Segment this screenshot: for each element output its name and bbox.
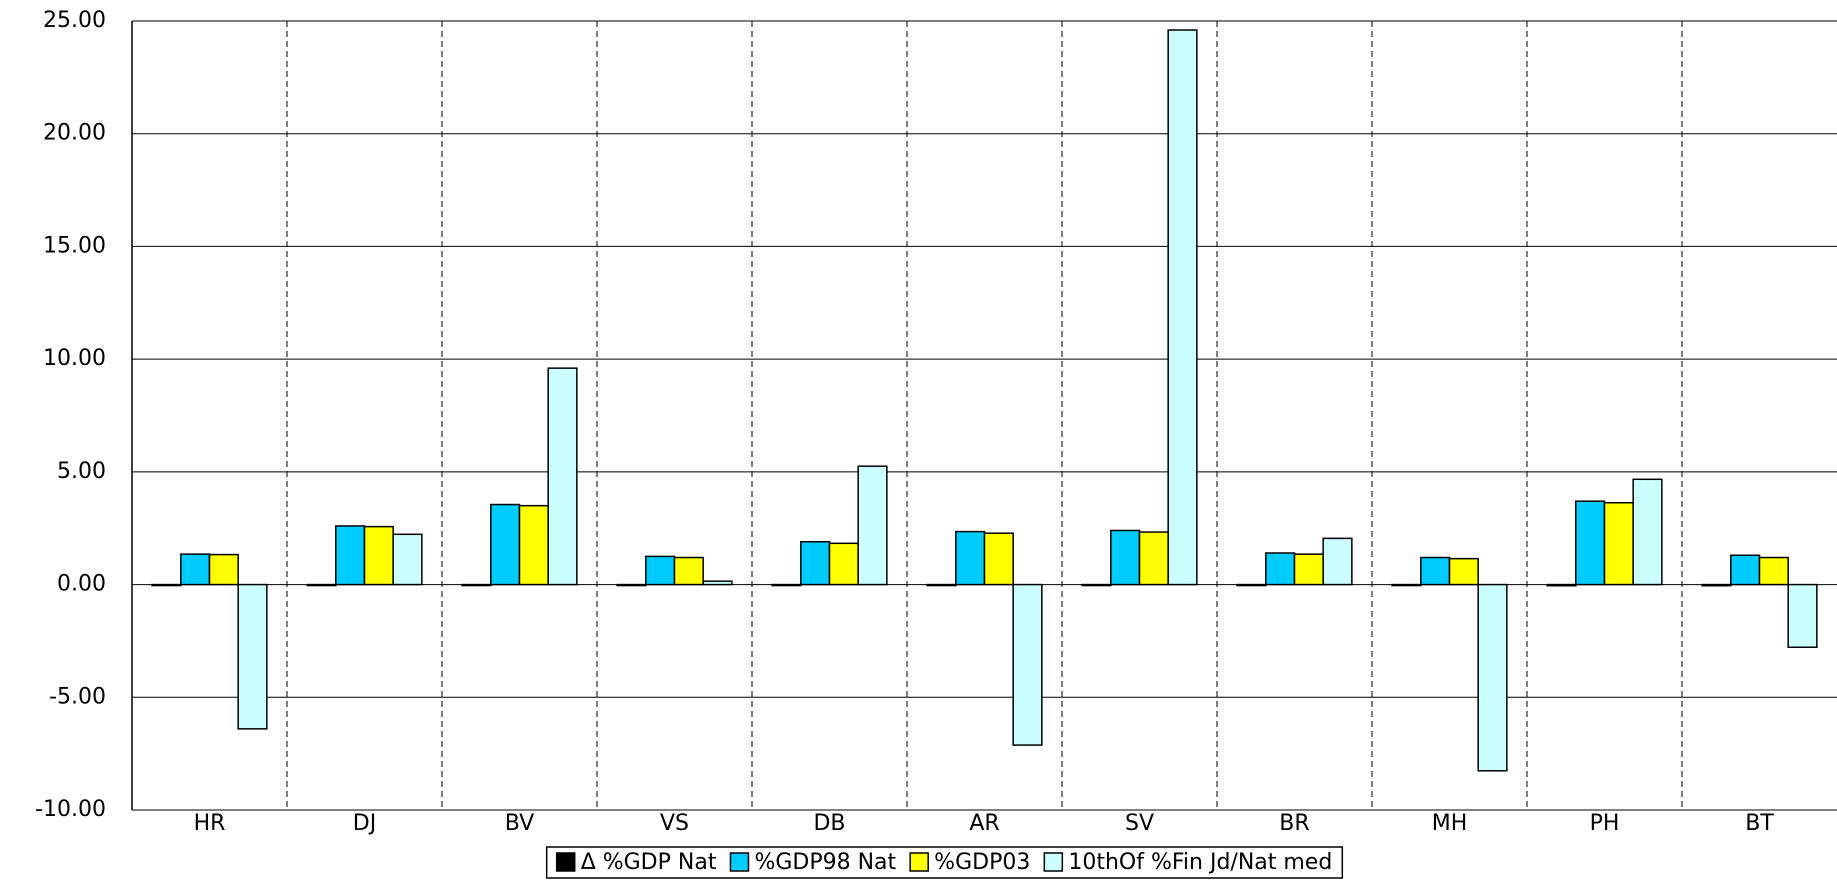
bar <box>800 540 831 586</box>
bar <box>306 583 337 587</box>
bar <box>1138 531 1169 586</box>
bar <box>1701 583 1732 587</box>
legend-swatch <box>1043 852 1064 872</box>
bar <box>771 583 802 587</box>
bar <box>1322 537 1353 586</box>
x-tick-label: MH <box>1432 811 1468 836</box>
x-tick-label: BT <box>1745 811 1774 836</box>
bar <box>1730 554 1761 586</box>
bar <box>180 553 211 586</box>
y-tick-label: 5.00 <box>57 459 106 484</box>
bar <box>1575 500 1606 586</box>
legend-label: Δ %GDP Nat <box>581 850 717 875</box>
bar <box>1787 583 1818 648</box>
bar <box>1293 553 1324 586</box>
x-tick-label: PH <box>1590 811 1620 836</box>
x-tick-label: BR <box>1279 811 1309 836</box>
bar <box>1448 557 1479 586</box>
legend: Δ %GDP Nat %GDP98 Nat %GDP03 10thOf %Fin Jd… <box>545 846 1344 879</box>
x-tick-label: HR <box>194 811 226 836</box>
y-tick-label: 10.00 <box>43 346 106 371</box>
x-tick-label: AR <box>969 811 999 836</box>
legend-label: %GDP98 Nat <box>754 850 896 875</box>
bar <box>673 556 704 586</box>
x-tick-label: SV <box>1125 811 1154 836</box>
bar <box>828 542 859 586</box>
legend-swatch <box>909 852 929 872</box>
y-tick-label: 25.00 <box>43 8 106 33</box>
legend-swatch <box>729 852 750 872</box>
x-tick-label: DB <box>813 811 845 836</box>
x-tick-label: BV <box>505 811 534 836</box>
y-tick-label: 0.00 <box>57 572 106 597</box>
bar <box>363 525 394 586</box>
x-tick-label: DJ <box>353 811 376 836</box>
legend-label: %GDP03 <box>934 850 1030 875</box>
legend-box <box>545 846 1344 879</box>
bar <box>1167 29 1198 586</box>
bar <box>547 367 578 586</box>
bar <box>1420 556 1451 586</box>
bar <box>1603 501 1634 586</box>
bar <box>702 580 733 586</box>
bar <box>1081 583 1112 587</box>
bar <box>1265 552 1296 586</box>
legend-swatch <box>555 852 576 872</box>
bar <box>1546 583 1577 587</box>
y-tick-label: 15.00 <box>43 233 106 258</box>
y-tick-label: -5.00 <box>49 684 106 709</box>
bar <box>1758 556 1789 586</box>
bar <box>392 533 423 586</box>
bar <box>461 583 492 587</box>
bar <box>955 530 986 586</box>
legend-label: 10thOf %Fin Jd/Nat med <box>1068 850 1332 875</box>
y-tick-label: -10.00 <box>35 797 106 822</box>
bar <box>983 532 1014 586</box>
bar <box>335 525 366 586</box>
bar <box>151 583 182 587</box>
bar <box>1236 583 1267 587</box>
bar <box>1632 478 1663 586</box>
y-tick-label: 20.00 <box>43 121 106 146</box>
bar <box>1477 583 1508 772</box>
bar <box>616 583 647 587</box>
bar <box>237 583 268 730</box>
bar <box>208 553 239 586</box>
x-tick-label: VS <box>660 811 689 836</box>
bar <box>1391 583 1422 587</box>
bar <box>490 503 521 586</box>
bar <box>518 504 549 586</box>
bar <box>926 583 957 587</box>
bar <box>645 555 676 586</box>
bar <box>857 465 888 586</box>
bar <box>1012 583 1043 746</box>
bar <box>1110 529 1141 586</box>
